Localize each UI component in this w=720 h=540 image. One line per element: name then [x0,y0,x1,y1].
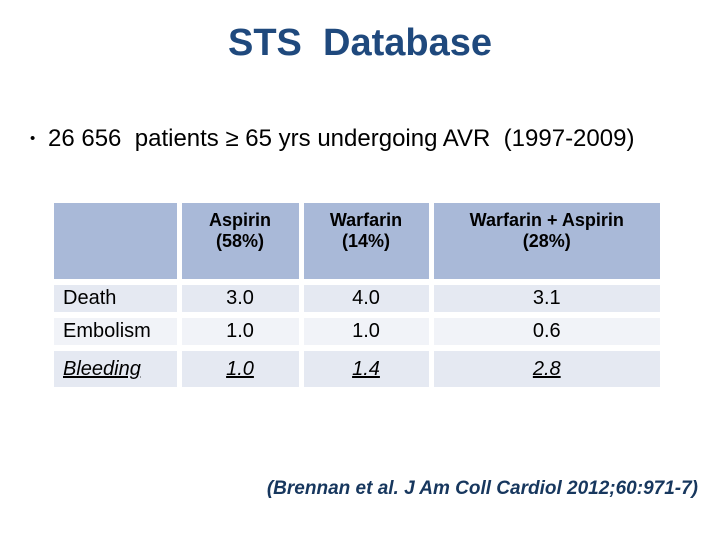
citation: (Brennan et al. J Am Coll Cardiol 2012;6… [266,478,698,499]
value-cell: 3.1 [431,279,660,315]
table-row-embolism: Embolism 1.0 1.0 0.6 [54,312,660,348]
value-cell: 1.0 [179,345,304,387]
table-row-death: Death 3.0 4.0 3.1 [54,279,660,315]
slide-title: STS Database [228,22,492,64]
row-label: Bleeding [54,345,182,387]
bullet-marker: • [30,130,36,147]
value-cell: 4.0 [301,279,434,315]
bullet-item: • 26 656 patients ≥ 65 yrs undergoing AV… [30,124,634,154]
value-cell: 2.8 [431,345,660,387]
value-cell: 1.0 [179,312,304,348]
column-header-empty [54,203,182,282]
row-label: Death [54,279,182,315]
table-header-row: Aspirin (58%) Warfarin (14%) Warfarin + … [54,203,660,282]
column-header-aspirin: Aspirin (58%) [179,203,304,282]
row-label: Embolism [54,312,182,348]
outcomes-table: Aspirin (58%) Warfarin (14%) Warfarin + … [54,203,660,387]
value-cell: 1.4 [301,345,434,387]
bullet-text: 26 656 patients ≥ 65 yrs undergoing AVR … [48,125,635,152]
table-row-bleeding: Bleeding 1.0 1.4 2.8 [54,345,660,387]
column-header-warfarin-aspirin: Warfarin + Aspirin (28%) [431,203,660,282]
column-header-warfarin: Warfarin (14%) [301,203,434,282]
value-cell: 3.0 [179,279,304,315]
value-cell: 0.6 [431,312,660,348]
value-cell: 1.0 [301,312,434,348]
